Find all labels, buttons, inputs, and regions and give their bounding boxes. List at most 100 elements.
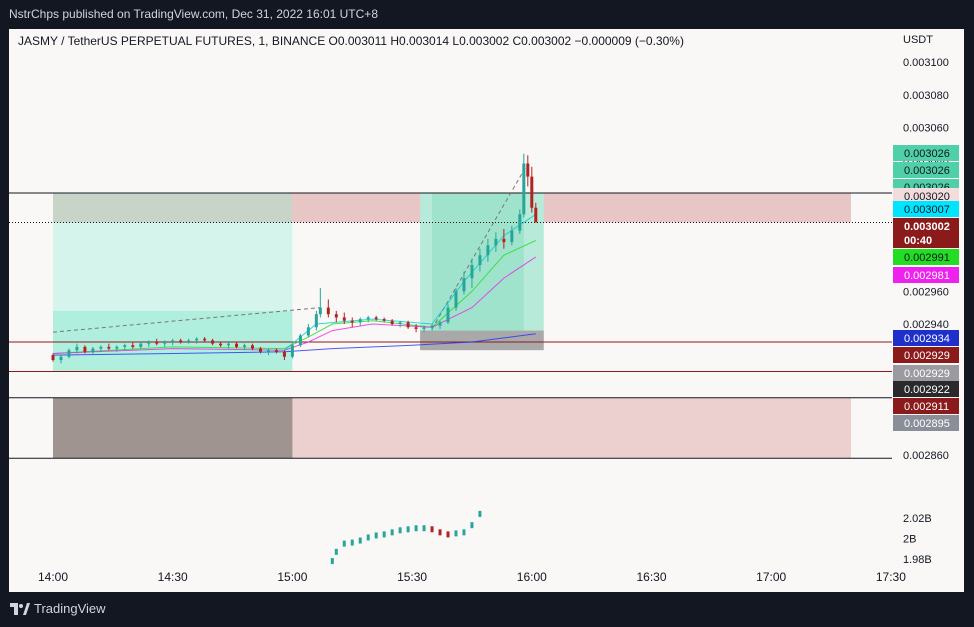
price-label-text: 0.002929 [904, 350, 950, 362]
candle-body-17 [187, 340, 191, 343]
time-tick-label: 16:00 [517, 570, 547, 584]
zones-layer [53, 193, 851, 459]
volume-mark-15 [446, 531, 450, 538]
price-label-text: 0.002911 [904, 401, 949, 413]
tradingview-logo-icon[interactable] [10, 603, 30, 615]
candle-body-8 [115, 346, 119, 349]
trend-lines-layer [52, 163, 529, 333]
price-label-text: 0.002991 [904, 252, 950, 264]
candle-body-30 [290, 345, 294, 357]
candle-body-27 [266, 350, 270, 352]
candle-body-62 [530, 176, 534, 208]
price-label-text: 0.002981 [904, 270, 950, 282]
volume-mark-16 [454, 530, 458, 537]
candle-body-16 [179, 340, 183, 343]
time-tick-label: 14:30 [158, 570, 188, 584]
candle-body-56 [494, 238, 498, 246]
zone-7 [432, 193, 524, 331]
candle-body-60 [522, 163, 526, 215]
candle-body-51 [454, 291, 458, 308]
volume-mark-13 [430, 526, 434, 533]
price-tick-label: 0.003080 [903, 90, 949, 102]
candle-body-34 [318, 307, 322, 315]
price-label-text: 0.002934 [904, 333, 950, 345]
candle-body-4 [83, 346, 87, 352]
price-label-badge: 0.002922 [893, 381, 959, 397]
volume-mark-4 [358, 537, 362, 544]
price-label-bg [893, 330, 959, 346]
candle-body-52 [462, 278, 466, 292]
price-label-bg [893, 201, 959, 217]
price-label-badge: 0.002895 [893, 415, 959, 431]
candle-body-45 [406, 322, 410, 328]
candle-body-57 [502, 238, 506, 243]
volume-mark-14 [438, 529, 442, 536]
price-label-text: 0.003026 [904, 148, 950, 160]
candle-body-7 [107, 346, 111, 349]
price-label-bg [893, 145, 959, 161]
volume-mark-2 [342, 540, 346, 547]
footer-brand[interactable]: TradingView [34, 601, 106, 616]
footer: TradingView [10, 599, 106, 619]
price-label-bg [893, 398, 959, 414]
zone-3 [53, 397, 293, 459]
time-axis: 14:00 14:30 15:00 15:30 16:00 16:30 17:00 17:30 [38, 570, 906, 584]
volume-mark-7 [382, 531, 386, 538]
price-tick-label: 0.002960 [903, 286, 949, 298]
time-tick-label: 17:00 [756, 570, 786, 584]
volume-mark-0 [330, 558, 334, 565]
volume-mark-9 [398, 527, 402, 534]
candle-body-40 [366, 317, 370, 320]
price-label-badge: 0.003007 [893, 201, 959, 217]
candle-body-44 [398, 322, 402, 324]
volume-mark-1 [334, 548, 338, 555]
volume-mark-5 [366, 534, 370, 541]
price-label-text: 0.003020 [904, 191, 950, 203]
chart-canvas[interactable]: 0.0031000.0030800.0030600.0030400.003020… [9, 29, 964, 592]
price-label-badge: 0.002911 [893, 398, 959, 414]
symbol-ohlc-legend: JASMY / TetherUS PERPETUAL FUTURES, 1, B… [18, 34, 684, 48]
price-label-badge: 0.003026 [893, 145, 959, 161]
candle-body-28 [274, 350, 278, 352]
price-tick-label: 0.002860 [903, 450, 949, 462]
candle-body-15 [171, 340, 175, 343]
candle-body-41 [374, 317, 378, 320]
price-label-badge: 0.002981 [893, 267, 959, 283]
candle-body-37 [342, 317, 346, 321]
time-tick-label: 14:00 [38, 570, 68, 584]
price-tick-label: 0.002940 [903, 319, 949, 331]
currency-label: USDT [903, 34, 933, 46]
price-label-badge: 0.002934 [893, 330, 959, 346]
candle-body-14 [163, 342, 167, 344]
volume-tick-label: 2.02B [903, 513, 932, 525]
candle-body-0 [51, 355, 55, 361]
publish-header: NstrChps published on TradingView.com, D… [0, 0, 974, 28]
chart-frame[interactable]: 0.0031000.0030800.0030600.0030400.003020… [9, 29, 964, 592]
candle-body-10 [131, 345, 135, 347]
moving-average-2 [52, 333, 536, 356]
volume-mark-17 [462, 529, 466, 536]
publish-line: NstrChps published on TradingView.com, D… [9, 7, 378, 21]
candle-body-49 [438, 322, 442, 326]
candle-body-6 [99, 346, 103, 349]
time-tick-label: 16:30 [636, 570, 666, 584]
candle-body-36 [334, 314, 338, 318]
price-label-badge: 0.002991 [893, 249, 959, 265]
candle-body-1 [59, 356, 63, 361]
candle-body-19 [203, 338, 207, 341]
candle-body-26 [258, 348, 262, 352]
zone-1 [53, 193, 293, 223]
candle-body-9 [123, 345, 127, 347]
price-label-bg [893, 347, 959, 363]
volume-mark-10 [406, 526, 410, 533]
price-label-bg [893, 249, 959, 265]
volume-axis: 2.02B 2B 1.98B [903, 513, 932, 566]
price-tick-label: 0.003060 [903, 123, 949, 135]
price-label-text: 0.003026 [904, 165, 950, 177]
candle-body-20 [211, 340, 215, 344]
candle-body-50 [446, 307, 450, 323]
price-label-badge: 0.003002 [893, 218, 959, 234]
candle-body-39 [358, 319, 362, 323]
price-label-badge: 0.003026 [893, 162, 959, 178]
candle-body-61 [526, 163, 530, 177]
